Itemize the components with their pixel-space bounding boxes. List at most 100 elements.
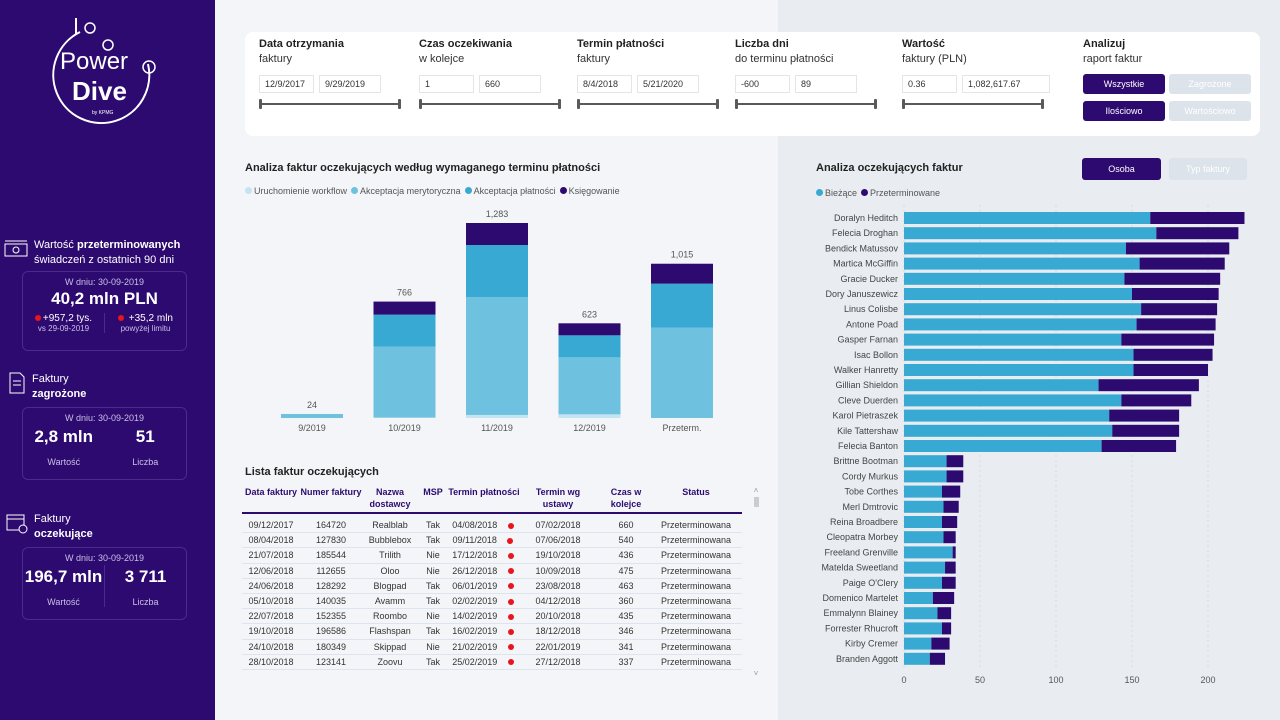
bar-segment[interactable] — [1125, 242, 1230, 255]
range-from-input[interactable]: 8/4/2018 — [577, 75, 632, 93]
column-header[interactable]: Nazwa dostawcy — [369, 487, 411, 509]
legend-item[interactable]: Akceptacja merytoryczna — [351, 186, 461, 196]
bar-segment[interactable] — [904, 576, 942, 589]
bar-segment[interactable] — [904, 379, 1099, 392]
range-to-input[interactable]: 660 — [479, 75, 541, 93]
bar-segment[interactable] — [1156, 227, 1239, 240]
legend-item[interactable]: Akceptacja płatności — [464, 186, 556, 196]
slider-handle-max[interactable] — [716, 99, 719, 109]
table-row[interactable]: 28/10/2018 123141 Zoovu Tak 25/02/2019 27/12… — [242, 655, 742, 670]
at-risk-button[interactable]: Zagrożone — [1169, 74, 1251, 94]
bar-segment[interactable] — [1112, 424, 1180, 437]
table-row[interactable]: 19/10/2018 196586 Flashspan Tak 16/02/2019 1… — [242, 624, 742, 640]
bar-segment[interactable] — [929, 652, 946, 665]
bar-segment[interactable] — [558, 357, 621, 415]
bar-segment[interactable] — [904, 257, 1140, 270]
bar-segment[interactable] — [281, 414, 343, 418]
bar-segment[interactable] — [904, 288, 1132, 300]
bar-segment[interactable] — [373, 314, 436, 347]
slider-handle-min[interactable] — [577, 99, 580, 109]
legend-item[interactable]: Przeterminowane — [861, 188, 940, 198]
bar-segment[interactable] — [373, 346, 436, 418]
bar-segment[interactable] — [904, 364, 1134, 376]
bar-segment[interactable] — [904, 592, 933, 604]
table-row[interactable]: 21/07/2018 185544 Trilith Nie 17/12/2018 19/… — [242, 548, 742, 564]
bar-segment[interactable] — [651, 327, 713, 418]
bar-segment[interactable] — [932, 592, 955, 604]
bar-segment[interactable] — [904, 652, 930, 665]
bar-segment[interactable] — [942, 622, 952, 635]
bar-segment[interactable] — [466, 414, 528, 418]
range-slider[interactable] — [259, 99, 401, 109]
bar-segment[interactable] — [904, 318, 1137, 331]
legend-item[interactable]: Księgowanie — [559, 186, 620, 196]
bar-segment[interactable] — [942, 516, 958, 528]
range-from-input[interactable]: 1 — [419, 75, 474, 93]
table-row[interactable]: 24/06/2018 128292 Blogpad Tak 06/01/2019 23/… — [242, 579, 742, 594]
column-header[interactable]: Termin wg ustawy — [535, 487, 581, 509]
range-from-input[interactable]: -600 — [735, 75, 790, 93]
bar-segment[interactable] — [904, 333, 1122, 346]
bar-segment[interactable] — [952, 546, 956, 559]
bar-segment[interactable] — [904, 500, 944, 513]
bar-segment[interactable] — [558, 414, 621, 418]
bar-segment[interactable] — [1133, 364, 1208, 376]
bar-segment[interactable] — [1121, 333, 1215, 346]
bar-segment[interactable] — [1136, 318, 1216, 331]
bar-segment[interactable] — [1141, 303, 1218, 316]
table-row[interactable]: 24/10/2018 180349 Skippad Nie 21/02/2019 22/… — [242, 640, 742, 655]
range-to-input[interactable]: 89 — [795, 75, 857, 93]
bar-segment[interactable] — [651, 263, 713, 284]
bar-segment[interactable] — [651, 283, 713, 328]
bar-segment[interactable] — [946, 470, 964, 483]
slider-handle-min[interactable] — [735, 99, 738, 109]
all-button[interactable]: Wszystkie — [1083, 74, 1165, 94]
column-header[interactable]: MSP — [423, 487, 443, 497]
range-from-input[interactable]: 0.36 — [902, 75, 957, 93]
bar-segment[interactable] — [904, 212, 1151, 224]
slider-handle-min[interactable] — [902, 99, 905, 109]
bar-segment[interactable] — [904, 470, 947, 483]
bar-segment[interactable] — [1098, 379, 1199, 392]
bar-segment[interactable] — [1109, 409, 1180, 422]
slider-handle-max[interactable] — [558, 99, 561, 109]
bar-segment[interactable] — [466, 223, 528, 246]
legend-item[interactable]: Uruchomienie workflow — [245, 186, 347, 196]
range-to-input[interactable]: 5/21/2020 — [637, 75, 699, 93]
bar-segment[interactable] — [904, 516, 942, 528]
column-header[interactable]: Numer faktury — [300, 487, 362, 497]
slider-handle-max[interactable] — [398, 99, 401, 109]
bar-segment[interactable] — [942, 576, 956, 589]
bar-segment[interactable] — [1133, 348, 1213, 361]
bar-segment[interactable] — [558, 323, 621, 336]
bar-segment[interactable] — [904, 637, 932, 650]
bar-segment[interactable] — [466, 245, 528, 298]
slider-handle-max[interactable] — [874, 99, 877, 109]
bar-segment[interactable] — [904, 622, 942, 635]
bar-segment[interactable] — [943, 500, 959, 513]
bar-segment[interactable] — [904, 394, 1122, 407]
invoice-type-toggle-button[interactable]: Typ faktury — [1169, 158, 1247, 180]
table-row[interactable]: 09/12/2017 164720 Realblab Tak 04/08/2018 07… — [242, 518, 742, 534]
range-slider[interactable] — [419, 99, 561, 109]
slider-handle-min[interactable] — [259, 99, 262, 109]
bar-segment[interactable] — [904, 227, 1157, 240]
bar-segment[interactable] — [943, 531, 956, 544]
range-from-input[interactable]: 12/9/2017 — [259, 75, 314, 93]
bar-segment[interactable] — [904, 409, 1110, 422]
bar-segment[interactable] — [945, 561, 956, 574]
range-slider[interactable] — [577, 99, 719, 109]
quantity-button[interactable]: Ilościowo — [1083, 101, 1165, 121]
person-toggle-button[interactable]: Osoba — [1082, 158, 1161, 180]
bar-segment[interactable] — [904, 242, 1126, 255]
bar-segment[interactable] — [1139, 257, 1225, 270]
bar-segment[interactable] — [1121, 394, 1192, 407]
bar-segment[interactable] — [942, 485, 961, 498]
bar-segment[interactable] — [373, 301, 436, 315]
bar-segment[interactable] — [904, 272, 1125, 285]
column-header[interactable]: Data faktury — [244, 487, 298, 497]
bar-segment[interactable] — [904, 440, 1102, 452]
bar-segment[interactable] — [558, 335, 621, 358]
bar-segment[interactable] — [904, 348, 1134, 361]
bar-segment[interactable] — [1101, 440, 1177, 452]
